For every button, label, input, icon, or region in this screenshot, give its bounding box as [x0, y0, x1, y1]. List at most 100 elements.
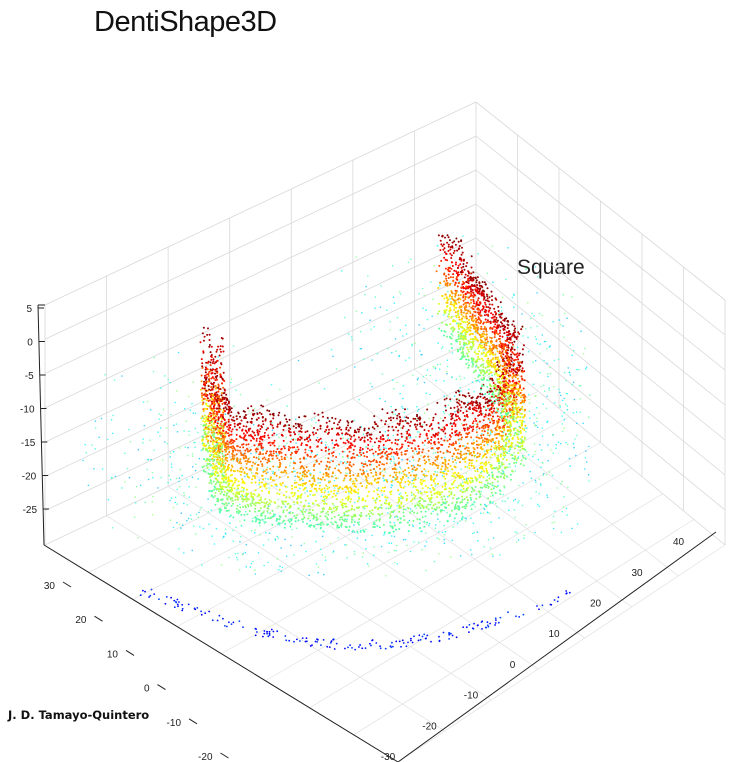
cloud-point	[362, 452, 365, 455]
cloud-point	[295, 448, 297, 451]
cloud-point	[446, 359, 449, 362]
cloud-point	[520, 421, 523, 424]
cloud-point	[208, 419, 211, 422]
cloud-point	[411, 343, 414, 346]
cloud-point	[296, 514, 299, 516]
cloud-point	[224, 505, 226, 508]
cloud-point	[251, 520, 254, 523]
cloud-point	[437, 426, 440, 429]
cloud-point	[290, 438, 293, 440]
cloud-point	[337, 490, 340, 493]
cloud-point	[425, 309, 427, 312]
cloud-point	[445, 277, 448, 280]
cloud-point	[478, 481, 481, 484]
cloud-point	[380, 489, 383, 492]
cloud-point	[441, 465, 444, 468]
cloud-point	[521, 325, 524, 328]
cloud-point	[469, 326, 472, 329]
cloud-point	[233, 446, 235, 449]
cloud-point	[475, 409, 477, 412]
grid-line	[88, 365, 508, 573]
cloud-point	[501, 500, 504, 502]
cloud-point	[227, 420, 230, 423]
cloud-point	[471, 430, 474, 432]
cloud-point	[395, 544, 398, 547]
cloud-point	[215, 350, 218, 353]
cloud-point	[290, 544, 292, 547]
cloud-point	[484, 406, 487, 409]
cloud-point	[176, 503, 178, 505]
grid-line	[44, 169, 477, 374]
cloud-point	[262, 423, 265, 426]
cloud-point	[175, 423, 178, 425]
cloud-point	[389, 493, 392, 496]
cloud-point	[494, 617, 497, 620]
cloud-point	[276, 434, 278, 436]
cloud-point	[482, 349, 484, 352]
cloud-point	[485, 469, 488, 472]
cloud-point	[332, 638, 334, 641]
cloud-point	[428, 460, 430, 463]
cloud-point	[546, 348, 548, 350]
cloud-point	[259, 451, 262, 454]
cloud-point	[272, 470, 275, 473]
cloud-point	[392, 417, 395, 419]
cloud-point	[466, 404, 469, 406]
cloud-point	[425, 461, 428, 463]
cloud-point	[430, 281, 432, 283]
cloud-point	[515, 336, 518, 339]
cloud-point	[455, 378, 458, 381]
cloud-point	[542, 384, 545, 387]
cloud-point	[554, 510, 556, 513]
cloud-point	[488, 412, 491, 415]
cloud-point	[468, 431, 471, 434]
cloud-point	[347, 429, 350, 432]
cloud-point	[452, 273, 455, 276]
cloud-point	[381, 455, 384, 458]
cloud-point	[309, 439, 312, 441]
cloud-point	[331, 442, 334, 444]
cloud-point	[195, 463, 197, 466]
cloud-point	[530, 477, 533, 480]
cloud-point	[562, 430, 564, 433]
cloud-point	[394, 516, 396, 518]
cloud-point	[229, 514, 232, 517]
cloud-point	[208, 333, 211, 336]
cloud-point	[274, 513, 277, 516]
cloud-point	[208, 344, 211, 346]
cloud-point	[369, 460, 372, 463]
cloud-point	[448, 438, 451, 441]
cloud-point	[384, 486, 386, 489]
cloud-point	[450, 333, 453, 336]
cloud-point	[480, 387, 483, 390]
cloud-point	[479, 322, 482, 325]
cloud-point	[266, 632, 268, 635]
cloud-point	[287, 476, 289, 479]
cloud-point	[418, 457, 421, 460]
cloud-point	[250, 472, 253, 474]
cloud-point	[483, 437, 486, 440]
cloud-point	[350, 518, 353, 521]
cloud-point	[468, 322, 471, 325]
cloud-point	[187, 603, 190, 606]
cloud-point	[124, 452, 126, 455]
cloud-point	[378, 513, 381, 516]
cloud-point	[312, 494, 314, 497]
cloud-point	[267, 538, 270, 541]
cloud-point	[459, 409, 462, 412]
cloud-point	[472, 271, 475, 274]
cloud-point	[525, 267, 528, 270]
cloud-point	[441, 509, 444, 512]
cloud-point	[443, 475, 445, 478]
cloud-point	[392, 296, 395, 299]
cloud-point	[479, 495, 482, 498]
cloud-point	[510, 368, 513, 371]
cloud-point	[212, 395, 215, 398]
cloud-point	[353, 553, 356, 555]
cloud-point	[536, 417, 538, 419]
cloud-point	[365, 486, 368, 489]
cloud-point	[449, 276, 452, 279]
cloud-point	[276, 465, 279, 468]
cloud-point	[390, 535, 393, 537]
cloud-point	[160, 387, 162, 390]
